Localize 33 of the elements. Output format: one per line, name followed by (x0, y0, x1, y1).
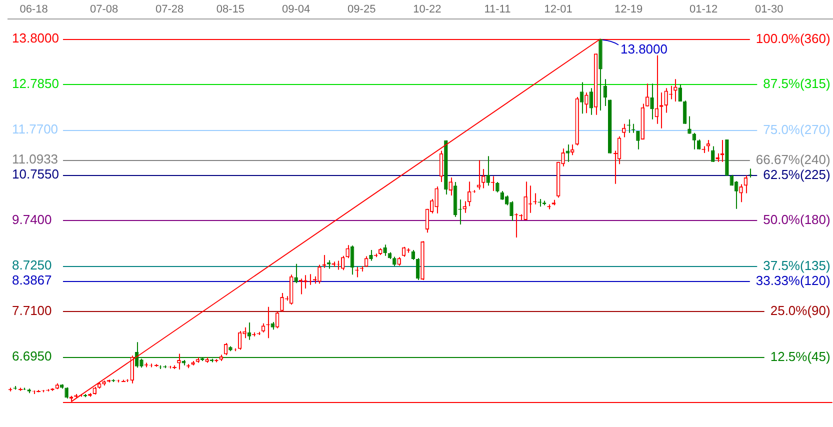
x-tick-label: 01-12 (689, 4, 718, 16)
y-tick-label: 8.7250 (12, 257, 52, 272)
y-tick-label: 11.0933 (12, 152, 58, 167)
y-tick-label: 12.7850 (12, 76, 59, 91)
y-tick-label: 8.3867 (12, 272, 52, 288)
annotation: 25.0%(90) (770, 303, 830, 318)
y-tick-label: 6.6950 (12, 348, 52, 364)
annotation: 87.5%(315) (763, 76, 830, 92)
x-tick-label: 08-15 (216, 4, 245, 16)
annotation: 62.5%(225) (763, 167, 830, 182)
annotation: 12.5%(45) (770, 349, 830, 364)
y-tick-label: 10.7550 (12, 166, 59, 182)
annotation: 50.0%(180) (763, 212, 830, 228)
annotation: 37.5%(135) (763, 258, 830, 274)
y-tick-label: 11.7700 (12, 121, 58, 136)
x-tick-label: 10-22 (413, 4, 442, 16)
y-tick-label: 13.8000 (12, 30, 59, 46)
annotation: 66.67%(240) (756, 152, 830, 168)
x-tick-label: 09-04 (282, 4, 310, 16)
x-tick-label: 01-30 (755, 4, 784, 16)
y-tick-label: 9.7400 (12, 212, 52, 228)
x-tick-label: 07-28 (156, 4, 184, 16)
annotation: 33.33%(120) (756, 273, 830, 288)
annotation: 100.0%(360) (756, 31, 830, 46)
y-tick-label: 7.7100 (12, 302, 52, 318)
x-tick-label: 12-01 (544, 4, 572, 16)
x-tick-label: 09-25 (348, 4, 376, 16)
x-tick-label: 12-19 (614, 4, 643, 16)
x-tick-label: 06-18 (20, 4, 48, 16)
text: 13.8000 (620, 41, 668, 56)
annotation: 75.0%(270) (763, 122, 830, 138)
x-tick-label: 11-11 (484, 4, 511, 16)
x-tick-label: 07-08 (90, 4, 118, 16)
